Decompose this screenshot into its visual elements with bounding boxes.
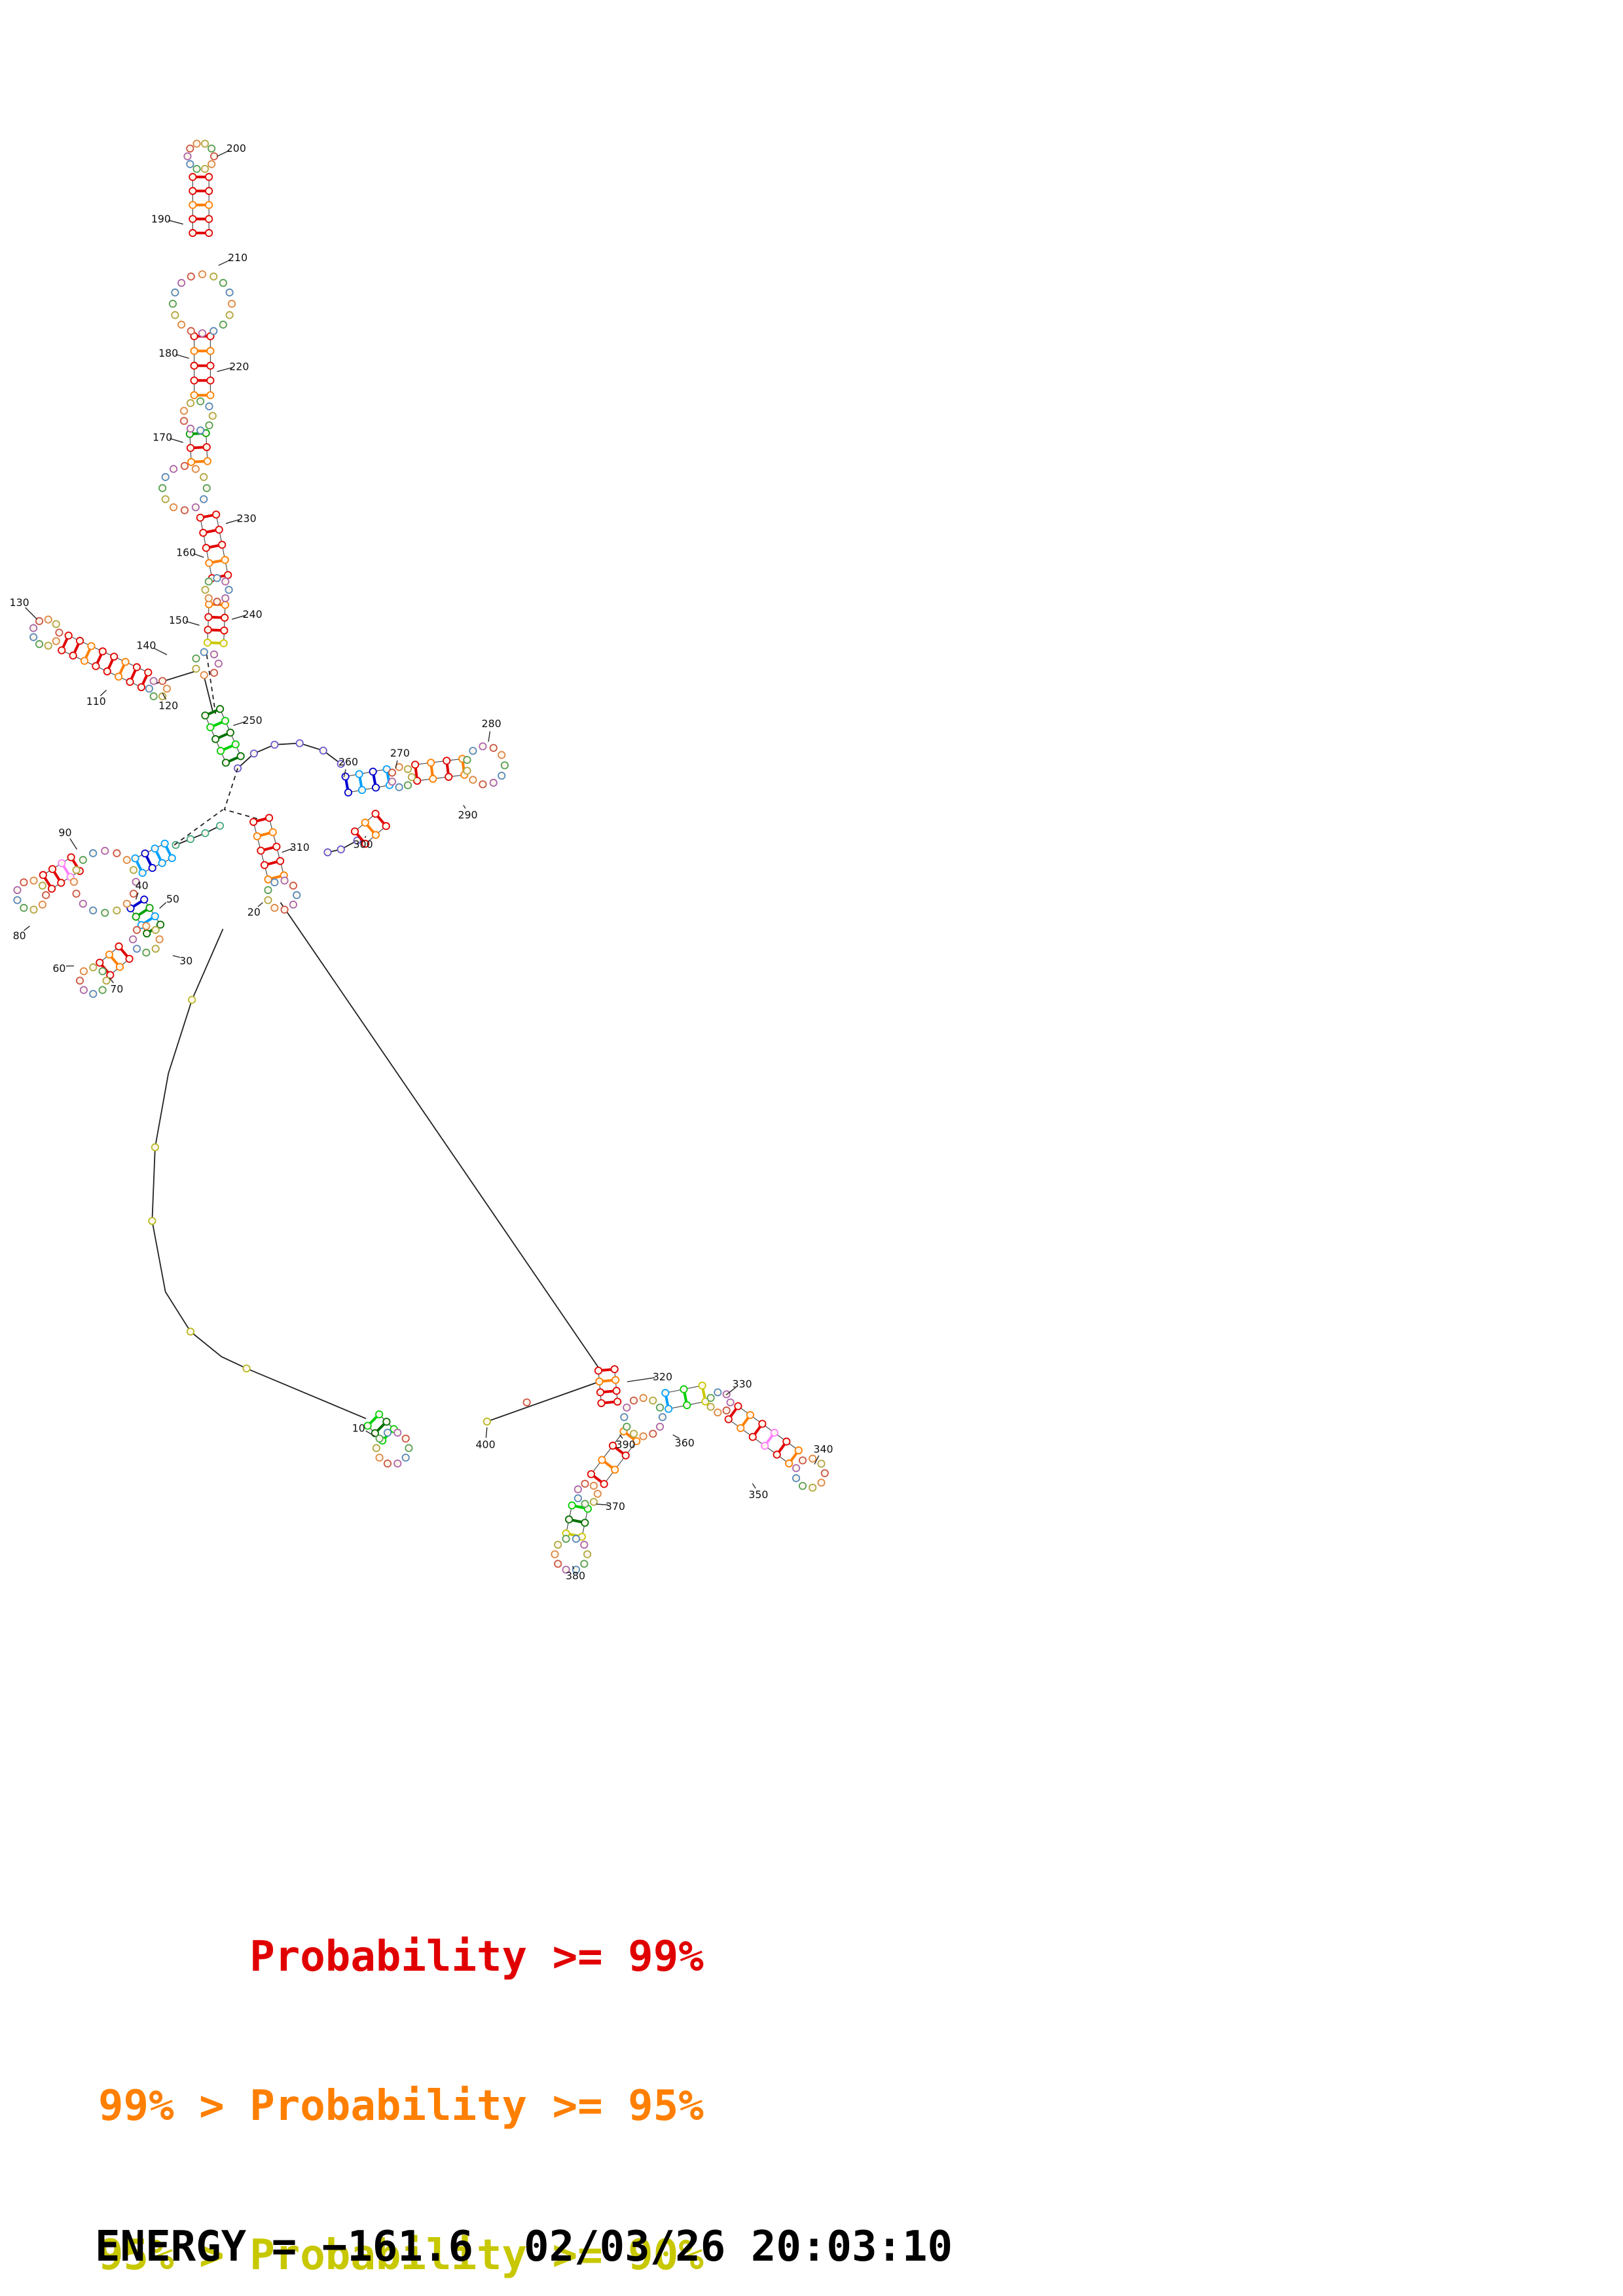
svg-text:330: 330 [733, 1378, 752, 1390]
legend-line: 95% > Probability >= 90% [98, 2231, 704, 2280]
legend-line: 99% > Probability >= 95% [98, 2082, 704, 2130]
svg-text:250: 250 [243, 714, 263, 726]
svg-text:320: 320 [653, 1371, 672, 1383]
svg-text:300: 300 [354, 838, 373, 851]
svg-text:70: 70 [110, 982, 123, 995]
svg-text:370: 370 [606, 1500, 625, 1513]
svg-text:170: 170 [153, 431, 172, 444]
svg-text:10: 10 [352, 1422, 365, 1435]
svg-text:80: 80 [13, 929, 26, 942]
svg-text:290: 290 [458, 808, 477, 821]
svg-text:50: 50 [166, 893, 179, 905]
legend-line: Probability >= 99% [98, 1933, 704, 1981]
svg-text:190: 190 [151, 213, 171, 225]
svg-text:280: 280 [482, 717, 501, 730]
svg-text:20: 20 [247, 906, 261, 918]
svg-text:210: 210 [228, 251, 247, 264]
probability-legend: Probability >= 99% 99% > Probability >= … [98, 1833, 704, 2296]
svg-text:110: 110 [86, 695, 106, 708]
svg-text:230: 230 [237, 512, 257, 525]
svg-text:60: 60 [52, 962, 65, 975]
svg-text:150: 150 [169, 614, 189, 626]
svg-text:160: 160 [176, 546, 196, 558]
svg-text:340: 340 [813, 1443, 833, 1455]
energy-readout: ENERGY = −161.6 02/03/26 20:03:10 [95, 2223, 953, 2271]
svg-text:360: 360 [675, 1437, 695, 1449]
svg-text:200: 200 [227, 142, 246, 154]
svg-text:30: 30 [179, 954, 192, 967]
svg-text:90: 90 [58, 826, 71, 838]
svg-text:390: 390 [616, 1438, 636, 1450]
svg-text:120: 120 [158, 700, 178, 712]
svg-text:220: 220 [229, 361, 249, 373]
svg-text:240: 240 [243, 608, 263, 620]
svg-text:270: 270 [390, 747, 410, 759]
svg-text:260: 260 [338, 755, 358, 768]
svg-text:180: 180 [158, 347, 178, 359]
svg-text:350: 350 [748, 1488, 768, 1501]
svg-text:140: 140 [136, 639, 156, 651]
svg-text:310: 310 [290, 841, 310, 853]
svg-text:380: 380 [566, 1570, 585, 1582]
svg-text:40: 40 [136, 880, 149, 892]
svg-text:130: 130 [10, 596, 29, 609]
svg-text:400: 400 [476, 1438, 496, 1450]
